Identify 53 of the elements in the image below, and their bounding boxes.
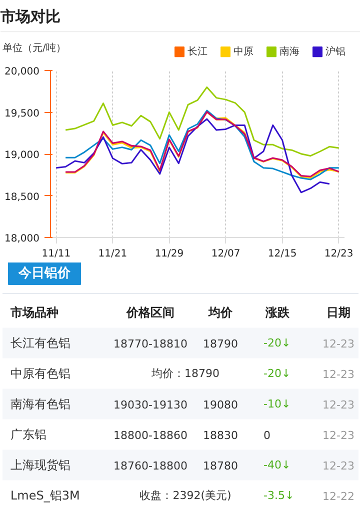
line-series: [64, 86, 340, 157]
text: 上海现货铝: [10, 458, 70, 472]
text: 12-23: [322, 368, 354, 381]
legend-label: 南海: [280, 45, 300, 58]
text: 均价：18790: [150, 367, 220, 380]
y-tick-label: 18,500: [4, 192, 40, 203]
y-tick-label: 19,500: [4, 108, 40, 120]
chart-title: 市场对比: [0, 8, 60, 26]
x-tick-label: 11/21: [98, 248, 128, 260]
x-tick-label: 11/29: [154, 248, 184, 260]
text: 18830: [203, 429, 238, 442]
text: 中原有色铝: [10, 366, 70, 380]
text: -20↓: [264, 336, 291, 350]
text: LmeS_铝3M: [10, 488, 80, 502]
text: 日期: [326, 306, 350, 320]
text: -40↓: [264, 458, 291, 472]
text: 长江有色铝: [10, 336, 70, 350]
text: 12-23: [322, 429, 354, 442]
legend-label: 中原: [234, 45, 254, 58]
text: 12-22: [322, 490, 354, 503]
text: -3.5↓: [264, 489, 294, 502]
text: 均价: [208, 306, 234, 320]
text: 今日铝价: [18, 266, 72, 281]
text: 12-23: [322, 398, 354, 412]
text: 19030-19130: [114, 398, 188, 412]
x-tick-label: 12/15: [268, 248, 297, 260]
text: 涨跌: [264, 306, 290, 320]
text: 18780: [203, 460, 238, 472]
text: 广东铝: [10, 428, 46, 442]
x-tick-label: 12/07: [211, 248, 240, 260]
text: 收盘：2392(美元): [140, 489, 232, 502]
text: -20↓: [264, 367, 291, 380]
x-tick-label: 12/23: [324, 248, 354, 260]
text: 市场品种: [10, 306, 58, 320]
line-series: [55, 118, 330, 194]
text: 18800-18860: [114, 429, 188, 442]
text: 0: [264, 429, 270, 442]
text: 12-23: [322, 460, 354, 472]
text: 南海有色铝: [10, 397, 70, 411]
legend-label: 沪铝: [326, 45, 346, 58]
text: 18790: [203, 338, 238, 350]
text: -10↓: [264, 398, 291, 410]
text: 18760-18800: [114, 460, 188, 472]
text: 19080: [203, 398, 238, 412]
y-tick-label: 19,000: [4, 150, 40, 161]
text: 18770-18810: [114, 338, 188, 350]
text: 价格区间: [126, 306, 174, 320]
legend-label: 长江: [188, 45, 208, 58]
x-tick-label: 11/11: [42, 248, 71, 260]
y-tick-label: 20,000: [4, 66, 40, 78]
y-axis-title: 单位（元/吨）: [2, 42, 66, 54]
text: 12-23: [322, 338, 354, 350]
y-tick-label: 18,000: [4, 234, 40, 244]
